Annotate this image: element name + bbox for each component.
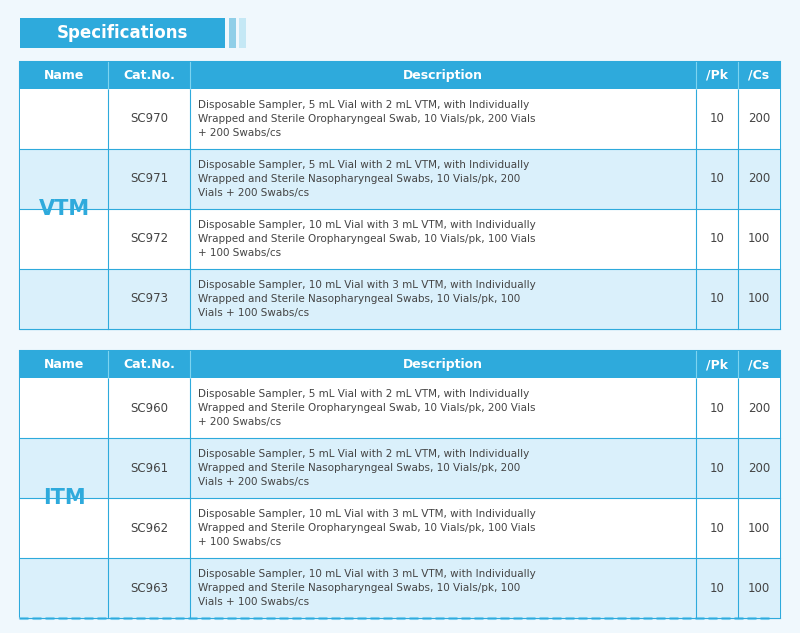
Text: 10: 10 bbox=[710, 582, 725, 594]
Bar bbox=[20, 351, 780, 378]
Text: ITM: ITM bbox=[42, 488, 86, 508]
Bar bbox=[20, 209, 780, 269]
Bar bbox=[20, 62, 780, 329]
Bar bbox=[239, 18, 246, 48]
Bar bbox=[20, 378, 780, 438]
Text: Cat.No.: Cat.No. bbox=[123, 69, 175, 82]
Text: 200: 200 bbox=[748, 173, 770, 185]
Text: 100: 100 bbox=[748, 582, 770, 594]
Text: SC961: SC961 bbox=[130, 461, 168, 475]
Text: /Pk: /Pk bbox=[706, 358, 728, 371]
Text: Description: Description bbox=[403, 358, 483, 371]
Text: 10: 10 bbox=[710, 292, 725, 306]
Bar bbox=[20, 558, 780, 618]
Text: Disposable Sampler, 5 mL Vial with 2 mL VTM, with Individually
Wrapped and Steri: Disposable Sampler, 5 mL Vial with 2 mL … bbox=[198, 160, 530, 197]
Text: /Pk: /Pk bbox=[706, 69, 728, 82]
Text: VTM: VTM bbox=[38, 199, 90, 219]
Text: SC971: SC971 bbox=[130, 173, 168, 185]
Text: 100: 100 bbox=[748, 292, 770, 306]
Bar bbox=[229, 18, 236, 48]
Bar bbox=[20, 269, 780, 329]
Bar bbox=[20, 438, 780, 498]
Text: 10: 10 bbox=[710, 232, 725, 246]
Text: 10: 10 bbox=[710, 461, 725, 475]
Text: Specifications: Specifications bbox=[57, 24, 188, 42]
Text: 10: 10 bbox=[710, 173, 725, 185]
Text: 10: 10 bbox=[710, 113, 725, 125]
Bar bbox=[20, 351, 780, 618]
Text: /Cs: /Cs bbox=[749, 69, 770, 82]
Bar bbox=[20, 149, 780, 209]
Text: Name: Name bbox=[44, 358, 84, 371]
Text: 200: 200 bbox=[748, 401, 770, 415]
Bar bbox=[20, 62, 780, 89]
Text: SC960: SC960 bbox=[130, 401, 168, 415]
Text: 100: 100 bbox=[748, 522, 770, 534]
Text: Disposable Sampler, 10 mL Vial with 3 mL VTM, with Individually
Wrapped and Ster: Disposable Sampler, 10 mL Vial with 3 mL… bbox=[198, 510, 536, 547]
Text: SC970: SC970 bbox=[130, 113, 168, 125]
Text: Disposable Sampler, 10 mL Vial with 3 mL VTM, with Individually
Wrapped and Ster: Disposable Sampler, 10 mL Vial with 3 mL… bbox=[198, 280, 536, 318]
Text: 10: 10 bbox=[710, 401, 725, 415]
Bar bbox=[20, 18, 225, 48]
Text: SC962: SC962 bbox=[130, 522, 168, 534]
Text: SC972: SC972 bbox=[130, 232, 168, 246]
Text: Description: Description bbox=[403, 69, 483, 82]
Text: Disposable Sampler, 10 mL Vial with 3 mL VTM, with Individually
Wrapped and Ster: Disposable Sampler, 10 mL Vial with 3 mL… bbox=[198, 220, 536, 258]
Bar bbox=[20, 498, 780, 558]
Text: 200: 200 bbox=[748, 113, 770, 125]
Text: Name: Name bbox=[44, 69, 84, 82]
Text: Disposable Sampler, 5 mL Vial with 2 mL VTM, with Individually
Wrapped and Steri: Disposable Sampler, 5 mL Vial with 2 mL … bbox=[198, 449, 530, 487]
Text: SC973: SC973 bbox=[130, 292, 168, 306]
Text: SC963: SC963 bbox=[130, 582, 168, 594]
Bar bbox=[20, 89, 780, 149]
Text: Disposable Sampler, 5 mL Vial with 2 mL VTM, with Individually
Wrapped and Steri: Disposable Sampler, 5 mL Vial with 2 mL … bbox=[198, 389, 535, 427]
Text: 200: 200 bbox=[748, 461, 770, 475]
Text: 10: 10 bbox=[710, 522, 725, 534]
Text: 100: 100 bbox=[748, 232, 770, 246]
Text: Disposable Sampler, 5 mL Vial with 2 mL VTM, with Individually
Wrapped and Steri: Disposable Sampler, 5 mL Vial with 2 mL … bbox=[198, 101, 535, 137]
Text: Cat.No.: Cat.No. bbox=[123, 358, 175, 371]
Text: /Cs: /Cs bbox=[749, 358, 770, 371]
Text: Disposable Sampler, 10 mL Vial with 3 mL VTM, with Individually
Wrapped and Ster: Disposable Sampler, 10 mL Vial with 3 mL… bbox=[198, 570, 536, 606]
